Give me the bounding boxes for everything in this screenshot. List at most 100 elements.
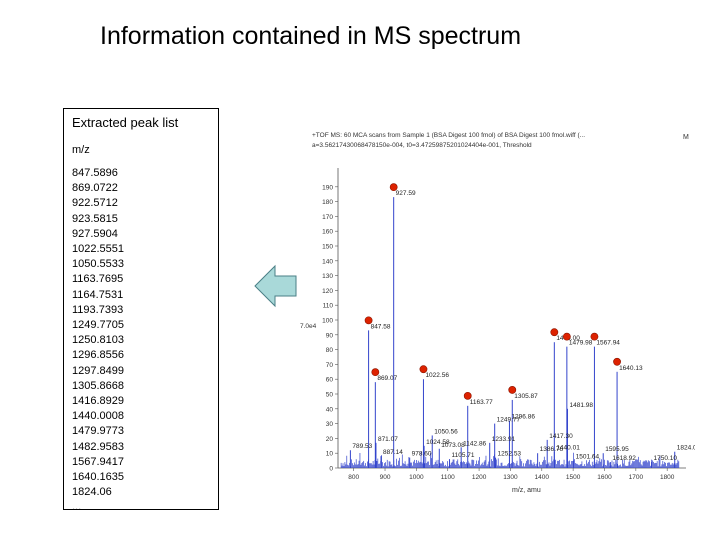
peak-value: 1567.9417 xyxy=(72,455,124,468)
chart-axes: 0 10 20 30 40 50 60 70 80 90 100 110 120 130 140 150 160… xyxy=(322,168,686,481)
peak-value: 1164.7531 xyxy=(72,288,124,301)
y-tick-label: 120 xyxy=(322,288,333,295)
spectrum-corner-label: M xyxy=(683,134,689,141)
peak-label: 1417.30 xyxy=(549,433,573,440)
peak-label: 1479.98 xyxy=(569,340,593,347)
peak-marker-dot xyxy=(550,328,559,337)
y-tick-label: 70 xyxy=(326,362,334,369)
y-tick-label: 140 xyxy=(322,258,333,265)
x-tick-label: 900 xyxy=(380,474,391,481)
peak-label: 927.59 xyxy=(396,190,416,197)
peak-value: 1305.8668 xyxy=(72,379,124,392)
peak-marker-dot xyxy=(371,368,380,377)
peak-value: 923.5815 xyxy=(72,212,118,225)
peak-label: 1440.01 xyxy=(556,445,580,452)
peak-label: 1824.08 xyxy=(677,445,695,452)
peak-marker-dot xyxy=(389,183,398,192)
peak-label: 1481.98 xyxy=(569,402,593,409)
peak-value: 1250.8103 xyxy=(72,334,124,347)
spectrum-header-line2: a=3.56217430068478150e-004, t0=3.4725987… xyxy=(312,142,532,149)
y-tick-label: 20 xyxy=(326,436,334,443)
peak-marker-dot xyxy=(562,332,571,341)
peak-value: 927.5904 xyxy=(72,227,118,240)
y-tick-label: 40 xyxy=(326,406,334,413)
peak-label: 869.07 xyxy=(377,375,397,382)
mz-column-label: m/z xyxy=(72,144,90,156)
y-tick-label: 130 xyxy=(322,273,333,280)
x-tick-label: 1200 xyxy=(472,474,487,481)
peak-value: 1416.8929 xyxy=(72,395,124,408)
y-tick-label: 150 xyxy=(322,244,333,251)
y-tick-label: 0 xyxy=(329,466,333,473)
chart-peaks xyxy=(340,197,680,468)
peak-label: 1296.86 xyxy=(511,414,535,421)
peak-value: 1640.1635 xyxy=(72,471,124,484)
peak-label: 1501.64 xyxy=(576,454,600,461)
peak-marker-dot xyxy=(590,332,599,341)
peak-label: 1252.53 xyxy=(498,451,522,458)
peak-label: 1640.13 xyxy=(619,365,643,372)
peak-value: 1824.06 xyxy=(72,486,112,499)
peak-label: 789.53 xyxy=(352,443,372,450)
peak-label: 1386.76 xyxy=(540,446,564,453)
x-tick-label: 1400 xyxy=(535,474,550,481)
peak-label: 1233.91 xyxy=(492,436,516,443)
y-tick-label: 50 xyxy=(326,392,334,399)
peak-label: 1022.56 xyxy=(425,372,449,379)
y-tick-label: 110 xyxy=(323,303,334,310)
left-arrow-icon xyxy=(254,264,297,308)
peak-values-list: 847.5896 869.0722 922.5712 923.5815 927.5904… xyxy=(72,166,210,516)
peak-value: 1482.9583 xyxy=(72,440,124,453)
peak-value: 1249.7705 xyxy=(72,319,124,332)
peak-value: 847.5896 xyxy=(72,167,118,179)
spectrum-header-line1: +TOF MS: 60 MCA scans from Sample 1 (BSA… xyxy=(312,132,585,139)
ms-spectrum-chart: +TOF MS: 60 MCA scans from Sample 1 (BSA… xyxy=(300,132,695,494)
peak-label: 887.14 xyxy=(383,449,403,456)
peak-value: 869.0722 xyxy=(72,182,118,195)
y-tick-label: 100 xyxy=(322,318,333,325)
x-tick-label: 1500 xyxy=(566,474,581,481)
y-tick-label: 10 xyxy=(326,451,334,458)
x-tick-label: 1000 xyxy=(409,474,424,481)
y-tick-label: 190 xyxy=(322,184,333,191)
peak-value: 1440.0008 xyxy=(72,410,124,423)
peak-value: 1296.8556 xyxy=(72,349,124,362)
peak-value: 1297.8499 xyxy=(72,364,124,377)
peak-label: 1050.56 xyxy=(434,428,458,435)
peak-list-heading: Extracted peak list xyxy=(72,115,179,130)
peak-label: 1105.71 xyxy=(452,452,475,459)
peak-label: 1163.77 xyxy=(470,399,493,406)
peak-label: 847.58 xyxy=(371,323,391,330)
y-tick-label: 180 xyxy=(322,199,333,206)
y-tick-label: 30 xyxy=(326,421,334,428)
peak-marker-dot xyxy=(613,357,621,366)
y-tick-label: 170 xyxy=(322,214,333,221)
y-tick-label: 160 xyxy=(322,229,333,236)
peak-value: 1163.7695 xyxy=(72,273,124,286)
peak-value: 1193.7393 xyxy=(72,303,124,316)
peak-value: 922.5712 xyxy=(72,197,118,210)
peak-label: 1750.10 xyxy=(654,455,678,462)
y-tick-label: 90 xyxy=(326,332,334,339)
peak-value: 1479.9773 xyxy=(72,425,124,438)
x-tick-label: 1700 xyxy=(629,474,644,481)
chart-peak-labels: 927.59847.58869.071022.561440.001479.981… xyxy=(352,190,695,462)
x-tick-label: 1100 xyxy=(441,474,455,481)
peak-label: 1024.58 xyxy=(426,439,450,446)
peak-value: 1022.5551 xyxy=(72,243,124,256)
intensity-marker-label: 7.0e4 xyxy=(300,323,317,330)
peak-label: 1142.86 xyxy=(463,440,486,447)
peak-marker-dot xyxy=(364,316,373,325)
peak-marker-dot xyxy=(419,365,428,374)
y-tick-label: 80 xyxy=(326,347,334,354)
peak-label: 978.60 xyxy=(412,451,432,458)
peak-label: 871.07 xyxy=(378,436,398,443)
x-tick-label: 1800 xyxy=(660,474,675,481)
peak-label: 1305.87 xyxy=(514,393,538,400)
y-tick-label: 60 xyxy=(326,377,334,384)
peak-value: ... xyxy=(72,501,82,514)
peak-label: 1595.95 xyxy=(605,446,629,453)
x-tick-label: 1600 xyxy=(597,474,612,481)
peak-label: 1073.08 xyxy=(441,442,465,449)
x-tick-label: 800 xyxy=(348,474,359,481)
